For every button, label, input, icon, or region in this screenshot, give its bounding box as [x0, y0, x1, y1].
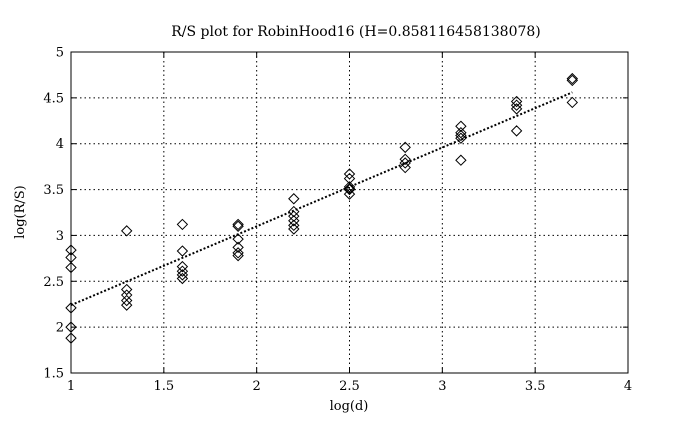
data-point [510, 103, 523, 115]
data-point [455, 127, 467, 139]
data-point [288, 215, 300, 227]
x-tick-label: 3 [438, 379, 446, 394]
data-point [232, 241, 244, 254]
data-points [65, 72, 579, 344]
x-tick-label: 2 [253, 379, 261, 394]
data-point [176, 218, 189, 231]
data-point [510, 99, 523, 111]
data-point [399, 157, 411, 169]
x-tick-label: 3.5 [525, 379, 546, 394]
x-tick-label: 2.5 [339, 379, 360, 394]
y-tick-label: 4.5 [43, 91, 64, 106]
data-point [232, 233, 244, 245]
data-point [232, 220, 244, 232]
grid [71, 52, 628, 373]
fit-line [70, 91, 573, 307]
fit-line-group [70, 91, 573, 307]
data-point [566, 74, 579, 87]
data-point [232, 247, 244, 259]
x-axis-label: log(d) [330, 399, 369, 414]
data-point [288, 219, 300, 232]
data-point [566, 72, 579, 85]
data-point [399, 141, 411, 154]
data-point [120, 299, 133, 311]
data-point [120, 283, 133, 296]
data-point [288, 210, 300, 222]
plot-frame [70, 51, 629, 374]
data-point [176, 269, 189, 281]
data-point [176, 272, 189, 285]
chart-title: R/S plot for RobinHood16 (H=0.8581164581… [171, 24, 541, 40]
data-point [343, 183, 356, 196]
x-tick-label: 4 [624, 379, 632, 394]
y-tick-label: 2 [56, 321, 64, 336]
data-point [288, 223, 300, 235]
y-tick-label: 3.5 [43, 183, 64, 198]
y-axis-label: log(R/S) [13, 185, 28, 239]
data-point [455, 120, 467, 132]
y-tick-label: 1.5 [43, 367, 64, 382]
data-point [455, 132, 467, 144]
data-point [566, 96, 579, 109]
data-point [120, 225, 133, 237]
data-point [176, 260, 189, 273]
axis-ticks: 1 1.5 2 2.5 3 3.5 41.522.533.544.55 [43, 46, 632, 395]
data-point [455, 129, 467, 142]
y-tick-label: 5 [56, 46, 64, 61]
data-point [176, 265, 189, 277]
y-tick-label: 3 [56, 229, 64, 244]
x-tick-label: 1 [67, 379, 75, 394]
data-point [510, 95, 523, 108]
data-point [343, 182, 356, 195]
data-point [288, 193, 300, 205]
y-tick-label: 4 [56, 137, 64, 152]
data-point [343, 181, 356, 193]
data-point [510, 125, 523, 137]
data-point [120, 294, 133, 307]
data-point [399, 153, 411, 166]
data-point [343, 188, 356, 200]
data-point [399, 161, 411, 174]
data-point [232, 249, 244, 262]
data-point [232, 218, 244, 231]
data-point [455, 154, 467, 166]
x-tick-label: 1.5 [153, 379, 174, 394]
y-tick-label: 2.5 [43, 275, 64, 290]
data-point [343, 168, 356, 180]
data-point [176, 245, 189, 257]
